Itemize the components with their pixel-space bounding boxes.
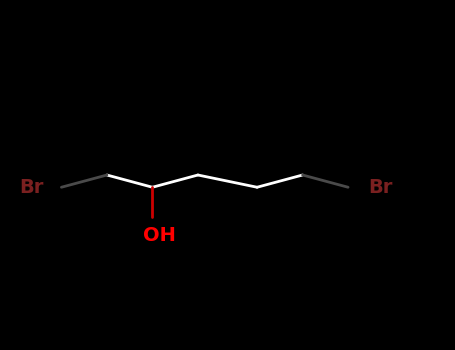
Text: Br: Br [19, 178, 43, 197]
Text: OH: OH [143, 226, 176, 245]
Text: Br: Br [369, 178, 393, 197]
